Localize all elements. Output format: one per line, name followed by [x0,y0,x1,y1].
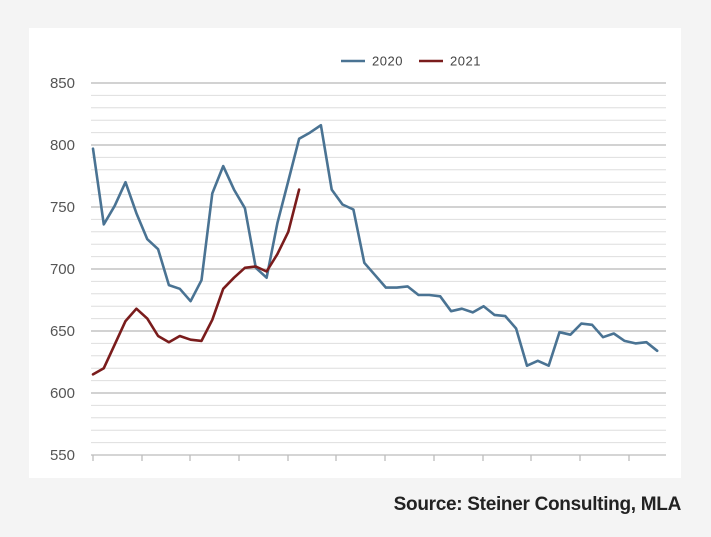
y-tick-label: 550 [50,447,75,464]
series-line-2020 [91,123,659,368]
y-tick-label: 650 [50,323,75,340]
y-axis-labels: 550 600 650 700 750 800 850 [50,75,75,464]
y-tick-label: 700 [50,261,75,278]
major-grid [91,82,666,394]
y-tick-label: 850 [50,75,75,92]
series-line-2021 [91,188,301,376]
minor-grid [91,94,666,444]
legend-label-2020: 2020 [372,54,403,69]
legend: 2020 2021 [341,54,481,69]
line-chart: 550 600 650 700 750 800 850 2020 2021 [50,54,666,464]
x-axis [91,454,666,461]
chart-panel: 550 600 650 700 750 800 850 2020 2021 [29,28,681,478]
series-layer [91,123,659,376]
y-tick-label: 800 [50,137,75,154]
legend-label-2021: 2021 [450,54,481,69]
source-caption: Source: Steiner Consulting, MLA [393,494,682,515]
y-tick-label: 750 [50,199,75,216]
y-tick-label: 600 [50,385,75,402]
